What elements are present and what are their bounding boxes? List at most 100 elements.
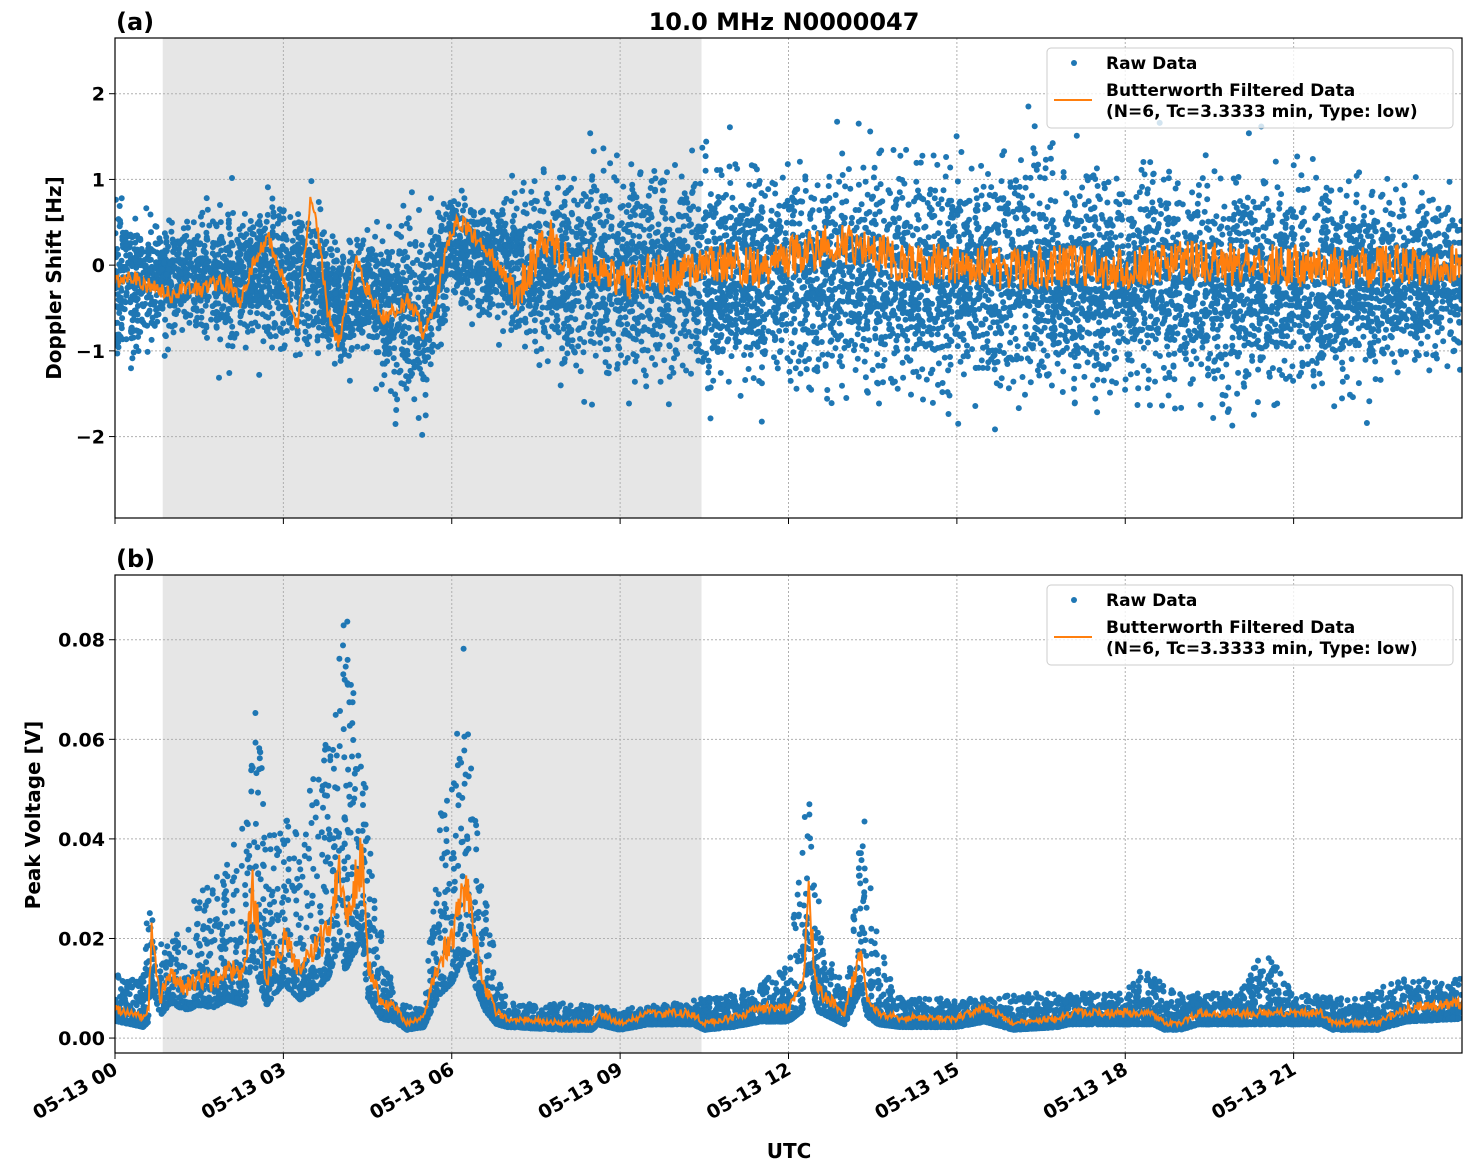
raw-point [1068, 235, 1074, 241]
raw-point [1131, 290, 1137, 296]
raw-point [364, 227, 370, 233]
raw-point [496, 342, 502, 348]
raw-point [726, 379, 732, 385]
raw-point [1141, 311, 1147, 317]
raw-point [830, 262, 836, 268]
raw-point [927, 317, 933, 323]
raw-point [719, 172, 725, 178]
raw-point [1025, 302, 1031, 308]
raw-point [132, 216, 138, 222]
raw-point [1148, 313, 1154, 319]
raw-point [643, 383, 649, 389]
raw-point [1137, 189, 1143, 195]
raw-point [829, 400, 835, 406]
raw-point [594, 188, 600, 194]
raw-point [1366, 398, 1372, 404]
raw-point [1298, 172, 1304, 178]
raw-point [699, 145, 705, 151]
raw-point [1036, 373, 1042, 379]
raw-point [172, 322, 178, 328]
raw-point [826, 174, 832, 180]
raw-point [625, 355, 631, 361]
raw-point [628, 161, 634, 167]
raw-point [866, 337, 872, 343]
raw-point [1003, 229, 1009, 235]
raw-point [1151, 217, 1157, 223]
raw-point [1265, 208, 1271, 214]
raw-point [330, 233, 336, 239]
raw-point [935, 201, 941, 207]
raw-point [1077, 193, 1083, 199]
raw-point [379, 382, 385, 388]
raw-point [1220, 294, 1226, 300]
raw-point [1372, 333, 1378, 339]
raw-point [1212, 221, 1218, 227]
raw-point [1064, 338, 1070, 344]
raw-point [798, 210, 804, 216]
raw-point [546, 200, 552, 206]
raw-point [992, 426, 998, 432]
raw-point [993, 330, 999, 336]
raw-point [897, 324, 903, 330]
raw-point [1371, 340, 1377, 346]
raw-point [951, 224, 957, 230]
raw-point [1210, 415, 1216, 421]
raw-point [581, 349, 587, 355]
raw-point [252, 268, 258, 274]
raw-point [544, 191, 550, 197]
raw-point [591, 148, 597, 154]
raw-point [703, 209, 709, 215]
raw-point [1109, 378, 1115, 384]
raw-point [419, 283, 425, 289]
raw-point [829, 353, 835, 359]
raw-point [332, 239, 338, 245]
raw-point [862, 359, 868, 365]
raw-point [289, 325, 295, 331]
raw-point [1200, 175, 1206, 181]
raw-point [704, 281, 710, 287]
raw-point [1299, 242, 1305, 248]
raw-point [1310, 156, 1316, 162]
raw-point [634, 222, 640, 228]
raw-point [1278, 191, 1284, 197]
raw-point [1095, 183, 1101, 189]
raw-point [1302, 295, 1308, 301]
raw-point [1194, 356, 1200, 362]
raw-point [412, 280, 418, 286]
raw-point [856, 182, 862, 188]
raw-point [1044, 353, 1050, 359]
raw-point [499, 207, 505, 213]
raw-point [243, 345, 249, 351]
raw-point [1092, 331, 1098, 337]
raw-point [1080, 345, 1086, 351]
raw-point [821, 322, 827, 328]
raw-point [1094, 377, 1100, 383]
raw-point [1155, 326, 1161, 332]
raw-point [985, 171, 991, 177]
raw-point [1390, 211, 1396, 217]
raw-point [1174, 201, 1180, 207]
raw-point [891, 147, 897, 153]
raw-point [674, 336, 680, 342]
raw-point [500, 328, 506, 334]
raw-point [863, 374, 869, 380]
raw-point [681, 322, 687, 328]
raw-point [1124, 351, 1130, 357]
raw-point [1390, 326, 1396, 332]
raw-point [419, 432, 425, 438]
raw-point [826, 183, 832, 189]
raw-point [1274, 305, 1280, 311]
raw-point [929, 332, 935, 338]
raw-point [1101, 378, 1107, 384]
raw-point [896, 215, 902, 221]
raw-point [949, 206, 955, 212]
raw-point [1022, 346, 1028, 352]
raw-point [1294, 154, 1300, 160]
raw-point [1126, 323, 1132, 329]
raw-point [294, 336, 300, 342]
raw-point [575, 202, 581, 208]
raw-point [1215, 367, 1221, 373]
raw-point [203, 303, 209, 309]
raw-point [798, 371, 804, 377]
raw-point [1230, 335, 1236, 341]
